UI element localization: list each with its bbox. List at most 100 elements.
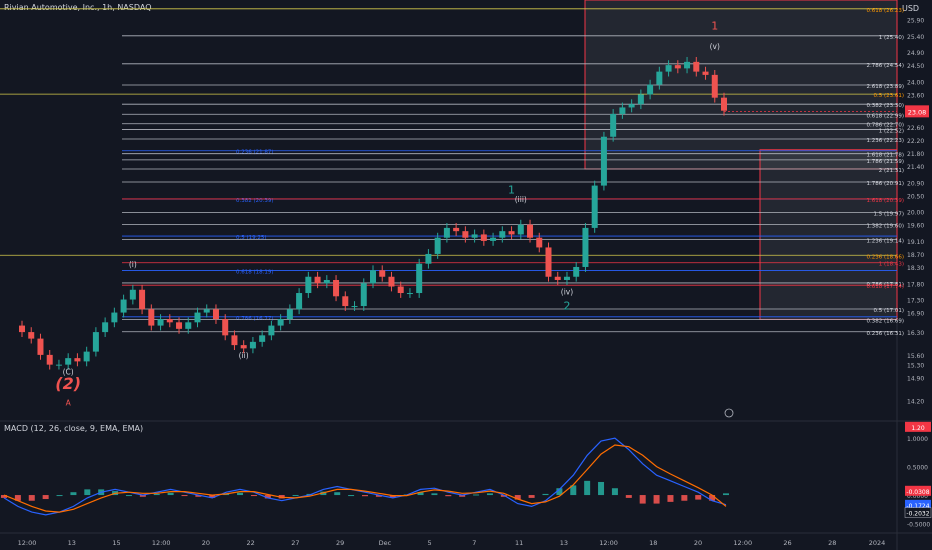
wave-label: A bbox=[66, 398, 72, 407]
time-tick-label: 15 bbox=[112, 539, 120, 547]
time-tick-label: 29 bbox=[336, 539, 344, 547]
macd-histogram-bar bbox=[153, 493, 160, 496]
candle-body bbox=[83, 351, 90, 362]
candle-body bbox=[425, 253, 432, 264]
wave-label: (iv) bbox=[561, 288, 573, 297]
candle-body bbox=[166, 319, 173, 323]
candle-body bbox=[370, 270, 376, 284]
price-tick-label: 18.70 bbox=[907, 252, 924, 259]
candle-body bbox=[185, 322, 192, 329]
candle-body bbox=[600, 136, 607, 186]
price-tick-label: 24.50 bbox=[907, 63, 924, 70]
fib-level-label: 0.382 (23.30) bbox=[866, 103, 904, 109]
price-tick-label: 24.90 bbox=[907, 50, 924, 57]
macd-histogram-bar bbox=[486, 493, 493, 496]
macd-histogram-bar bbox=[653, 495, 660, 504]
wave-label: (v) bbox=[710, 42, 720, 51]
candle-body bbox=[28, 332, 35, 339]
candle-body bbox=[240, 345, 247, 349]
fib-level-label: 0.5 (19.25) bbox=[236, 235, 267, 241]
fib-level-label: 1.382 (19.60) bbox=[866, 224, 904, 230]
candle-body bbox=[406, 293, 413, 295]
fib-level-label: 0.786 (22.70) bbox=[866, 123, 904, 129]
macd-histogram-bar bbox=[14, 495, 21, 501]
currency-label[interactable]: USD bbox=[902, 4, 920, 13]
time-tick-label: 5 bbox=[428, 539, 432, 547]
time-tick-label: 13 bbox=[560, 539, 568, 547]
macd-histogram-bar bbox=[459, 495, 466, 497]
time-tick-label: 12:00 bbox=[599, 539, 618, 547]
macd-histogram-bar bbox=[362, 495, 368, 497]
price-tick-label: 22.20 bbox=[907, 138, 924, 145]
wave-label: (ii) bbox=[239, 351, 249, 360]
candle-body bbox=[665, 65, 672, 72]
fib-level-label: 1.236 (22.23) bbox=[866, 138, 904, 144]
candle-body bbox=[231, 335, 238, 346]
price-tick-label: 20.00 bbox=[907, 210, 924, 217]
macd-histogram-bar bbox=[417, 492, 424, 496]
macd-value-label: -0.1724 bbox=[906, 503, 929, 510]
candle-body bbox=[508, 231, 515, 235]
macd-histogram-bar bbox=[681, 495, 688, 501]
price-tick-label: 14.90 bbox=[907, 376, 924, 383]
price-tick-label: 16.30 bbox=[907, 330, 924, 337]
candle-body bbox=[249, 341, 256, 349]
price-tick-label: 21.40 bbox=[907, 164, 924, 171]
fib-level-label: 0.5 (23.61) bbox=[873, 93, 904, 99]
macd-histogram-bar bbox=[611, 488, 618, 496]
macd-histogram-bar bbox=[542, 493, 549, 496]
fib-level-label: 2.618 (23.89) bbox=[866, 84, 904, 90]
candle-body bbox=[591, 185, 598, 228]
macd-tick-label: -0.5000 bbox=[907, 521, 930, 528]
macd-histogram-bar bbox=[181, 495, 188, 497]
candle-body bbox=[582, 227, 589, 267]
fib-box-upper bbox=[584, 0, 898, 170]
candle-body bbox=[628, 104, 635, 108]
macd-histogram-bar bbox=[639, 495, 646, 504]
macd-histogram-bar bbox=[625, 495, 632, 498]
fib-level-label: 1.236 (19.14) bbox=[866, 239, 904, 245]
macd-histogram-bar bbox=[1, 495, 7, 498]
fib-level-label: 0.618 (17.74) bbox=[866, 284, 904, 290]
candle-body bbox=[305, 276, 312, 294]
fib-level-label: 0.618 (18.19) bbox=[236, 270, 274, 276]
fib-level-label: 1.618 (21.78) bbox=[866, 153, 904, 159]
fib-level-label: 1 (25.40) bbox=[879, 35, 904, 41]
candle-body bbox=[194, 312, 201, 323]
candle-body bbox=[333, 280, 340, 297]
macd-histogram-bar bbox=[209, 495, 216, 498]
price-tick-label: 15.60 bbox=[907, 353, 924, 360]
candle-body bbox=[443, 227, 450, 238]
time-tick-label: 26 bbox=[783, 539, 791, 547]
fib-level-label: 1.786 (21.59) bbox=[866, 159, 904, 165]
fib-level-label: 1 (22.52) bbox=[879, 129, 904, 135]
price-tick-label: 23.60 bbox=[907, 92, 924, 99]
candle-body bbox=[139, 289, 146, 310]
macd-histogram-bar bbox=[528, 495, 535, 498]
fib-level-label: 1 (18.43) bbox=[879, 262, 904, 268]
macd-tick-label: 1.0000 bbox=[907, 436, 928, 443]
fib-level-label: 0.618 (22.99) bbox=[866, 113, 904, 119]
candle-body bbox=[74, 358, 81, 362]
candle-body bbox=[37, 338, 44, 355]
candle-body bbox=[434, 237, 441, 254]
price-tick-label: 25.40 bbox=[907, 34, 924, 41]
fib-level-label: 0.786 (16.77) bbox=[236, 316, 274, 322]
candle-body bbox=[148, 309, 155, 326]
fib-level-label: 0.236 (21.87) bbox=[236, 150, 274, 156]
candle-body bbox=[517, 224, 524, 235]
macd-value-label: -0.0308 bbox=[906, 489, 929, 496]
candle-body bbox=[711, 74, 718, 98]
macd-histogram-bar bbox=[375, 495, 382, 497]
macd-histogram-bar bbox=[167, 492, 174, 496]
wave-label: 2 bbox=[563, 299, 570, 312]
macd-histogram-bar bbox=[709, 495, 716, 501]
macd-histogram-bar bbox=[695, 495, 702, 500]
wave-label: (2) bbox=[55, 374, 81, 393]
fib-level-label: 2 (21.31) bbox=[879, 168, 904, 174]
price-tick-label: 25.90 bbox=[907, 18, 924, 25]
macd-value-badge bbox=[905, 499, 931, 510]
candle-body bbox=[527, 224, 534, 238]
macd-histogram-bar bbox=[556, 488, 563, 496]
